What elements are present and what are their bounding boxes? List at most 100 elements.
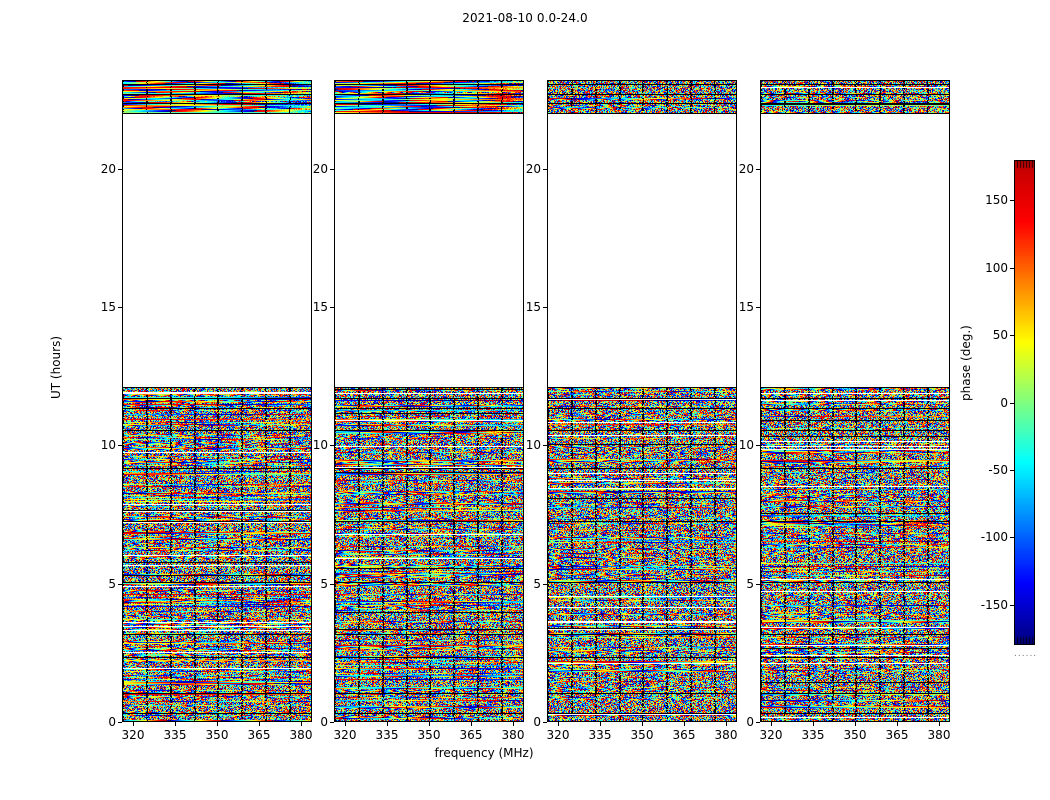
y-tickmark xyxy=(330,169,334,170)
x-tick-label: 320 xyxy=(121,728,145,742)
y-tick-label: 10 xyxy=(312,438,328,452)
x-tick-label: 320 xyxy=(546,728,570,742)
y-tick-label: 20 xyxy=(312,162,328,176)
y-tick-label: 0 xyxy=(108,715,116,729)
x-tickmark xyxy=(513,722,514,726)
colorbar-tick-label: 100 xyxy=(985,261,1008,275)
colorbar-tick-label: -150 xyxy=(980,598,1008,612)
y-tick-label: 20 xyxy=(100,162,116,176)
x-tick-label: 335 xyxy=(163,728,187,742)
panel-xx: XX, V2*V10=EA12*EA19 xyxy=(122,80,312,722)
y-tickmark xyxy=(756,169,760,170)
x-tick-label: 365 xyxy=(459,728,483,742)
y-tick-label: 0 xyxy=(320,715,328,729)
x-tickmark xyxy=(471,722,472,726)
x-tickmark xyxy=(175,722,176,726)
x-tick-label: 335 xyxy=(588,728,612,742)
y-tickmark xyxy=(756,445,760,446)
x-tickmark xyxy=(771,722,772,726)
colorbar-tickmark xyxy=(1010,470,1014,471)
heatmap-xx xyxy=(123,81,311,721)
x-tick-label: 350 xyxy=(417,728,441,742)
x-tickmark xyxy=(642,722,643,726)
x-tick-label: 380 xyxy=(714,728,738,742)
y-tick-label: 5 xyxy=(746,577,754,591)
x-tickmark xyxy=(558,722,559,726)
colorbar-tick-label: 0 xyxy=(1000,396,1008,410)
y-tick-label: 10 xyxy=(738,438,754,452)
x-tickmark xyxy=(301,722,302,726)
y-tick-label: 15 xyxy=(738,300,754,314)
x-tick-label: 350 xyxy=(630,728,654,742)
y-tick-label: 15 xyxy=(312,300,328,314)
x-tick-label: 365 xyxy=(672,728,696,742)
y-tickmark xyxy=(330,722,334,723)
y-tickmark xyxy=(756,584,760,585)
y-tick-label: 10 xyxy=(100,438,116,452)
x-tickmark xyxy=(855,722,856,726)
x-tickmark xyxy=(600,722,601,726)
panel-xy: XY, V2*V10=EA12*EA19 xyxy=(547,80,737,722)
panel-yy: YY, V2*V10=EA12*EA19 xyxy=(334,80,524,722)
colorbar-tick-label: 50 xyxy=(992,328,1008,342)
heatmap-yy xyxy=(335,81,523,721)
y-tickmark xyxy=(543,307,547,308)
x-tickmark xyxy=(345,722,346,726)
y-tick-label: 0 xyxy=(533,715,541,729)
x-tick-label: 380 xyxy=(927,728,951,742)
x-tick-label: 320 xyxy=(333,728,357,742)
x-tickmark xyxy=(133,722,134,726)
y-tick-label: 20 xyxy=(525,162,541,176)
y-tick-label: 5 xyxy=(533,577,541,591)
x-axis-label: frequency (MHz) xyxy=(434,746,534,760)
y-tick-label: 10 xyxy=(525,438,541,452)
colorbar-tickmark xyxy=(1010,537,1014,538)
y-tickmark xyxy=(330,584,334,585)
x-tickmark xyxy=(813,722,814,726)
colorbar-tickmark xyxy=(1010,605,1014,606)
y-tickmark xyxy=(118,307,122,308)
x-tick-label: 380 xyxy=(501,728,525,742)
y-tickmark xyxy=(756,722,760,723)
y-tickmark xyxy=(756,307,760,308)
colorbar-tick-label: 150 xyxy=(985,193,1008,207)
y-tick-label: 0 xyxy=(746,715,754,729)
x-tickmark xyxy=(259,722,260,726)
colorbar-gradient xyxy=(1015,161,1034,644)
y-tick-label: 5 xyxy=(108,577,116,591)
x-tick-label: 380 xyxy=(289,728,313,742)
y-tickmark xyxy=(543,445,547,446)
x-tick-label: 350 xyxy=(843,728,867,742)
colorbar-under-marks: ...... xyxy=(1014,649,1038,659)
x-tick-label: 335 xyxy=(375,728,399,742)
x-tick-label: 320 xyxy=(759,728,783,742)
colorbar-tick-label: -50 xyxy=(988,463,1008,477)
figure-suptitle: 2021-08-10 0.0-24.0 xyxy=(462,11,588,25)
y-tickmark xyxy=(543,584,547,585)
x-tickmark xyxy=(684,722,685,726)
x-tickmark xyxy=(726,722,727,726)
y-tickmark xyxy=(118,169,122,170)
colorbar-tickmark xyxy=(1010,335,1014,336)
colorbar-tickmark xyxy=(1010,200,1014,201)
x-tickmark xyxy=(429,722,430,726)
x-tick-label: 365 xyxy=(885,728,909,742)
y-tick-label: 5 xyxy=(320,577,328,591)
x-tick-label: 365 xyxy=(247,728,271,742)
x-tickmark xyxy=(897,722,898,726)
y-tickmark xyxy=(118,445,122,446)
x-tick-label: 350 xyxy=(205,728,229,742)
x-tickmark xyxy=(939,722,940,726)
colorbar-tick-label: -100 xyxy=(980,530,1008,544)
y-tick-label: 15 xyxy=(525,300,541,314)
colorbar-tickmark xyxy=(1010,403,1014,404)
colorbar-tickmark xyxy=(1010,268,1014,269)
y-tickmark xyxy=(543,169,547,170)
x-tick-label: 335 xyxy=(801,728,825,742)
y-tickmark xyxy=(330,307,334,308)
colorbar xyxy=(1014,160,1035,645)
y-tickmark xyxy=(118,584,122,585)
panel-yx: YX, V2*V10=EA12*EA19 xyxy=(760,80,950,722)
y-tickmark xyxy=(543,722,547,723)
